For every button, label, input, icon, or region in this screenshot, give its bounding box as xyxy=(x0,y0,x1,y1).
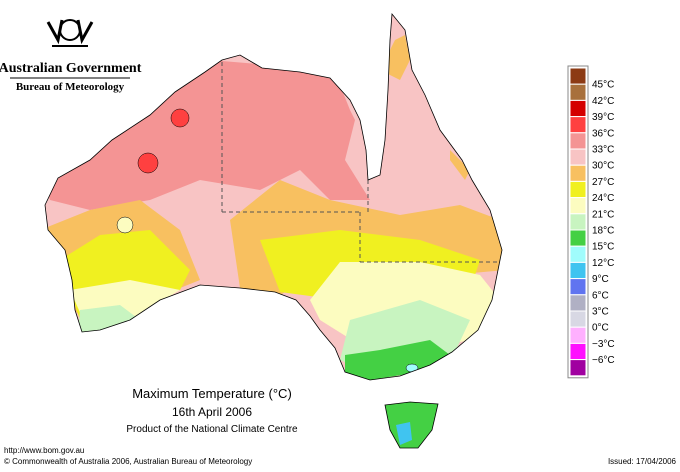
map-date: 16th April 2006 xyxy=(172,405,252,419)
legend-swatch xyxy=(569,278,587,296)
crest xyxy=(46,19,94,47)
legend-swatch xyxy=(569,197,587,215)
legend-label: 33°C xyxy=(592,145,614,156)
legend: 45°C 42°C 39°C 36°C 33°C 30°C 27°C 24°C 21°C 18°C… xyxy=(567,65,615,379)
legend-swatch xyxy=(569,359,587,377)
legend-label: 24°C xyxy=(592,193,614,204)
legend-swatch xyxy=(569,148,587,166)
legend-swatch xyxy=(569,67,587,85)
legend-swatch xyxy=(569,132,587,150)
bureau: Bureau of Meteorology xyxy=(16,81,125,93)
legend-swatch xyxy=(569,294,587,312)
legend-label: 21°C xyxy=(592,209,614,220)
legend-swatch xyxy=(569,310,587,328)
legend-label: 39°C xyxy=(592,112,614,123)
coastline xyxy=(44,12,503,381)
legend-label: −3°C xyxy=(592,339,615,350)
map-title: Maximum Temperature (°C) xyxy=(132,386,292,401)
legend-label: 18°C xyxy=(592,226,614,237)
legend-swatch xyxy=(569,213,587,231)
agency: Australian Government xyxy=(0,61,142,76)
legend-label: 6°C xyxy=(592,290,609,301)
legend-frame xyxy=(567,65,589,379)
legend-swatch xyxy=(569,83,587,101)
legend-swatch xyxy=(569,261,587,280)
legend-swatch xyxy=(569,245,587,263)
legend-swatch xyxy=(569,116,587,134)
legend-label: 45°C xyxy=(592,80,614,91)
legend-label: 3°C xyxy=(592,307,609,318)
legend-label: 0°C xyxy=(592,323,609,334)
map-product: Product of the National Climate Centre xyxy=(126,424,298,435)
copyright: © Commonwealth of Australia 2006, Austra… xyxy=(4,457,252,466)
issued: Issued: 17/04/2006 xyxy=(608,457,677,466)
mainland xyxy=(45,14,502,380)
tasmania xyxy=(384,401,439,449)
legend-label: 36°C xyxy=(592,128,614,139)
url: http://www.bom.gov.au xyxy=(4,446,84,455)
legend-label: −6°C xyxy=(592,355,615,366)
legend-swatch xyxy=(569,164,587,182)
legend-label: 30°C xyxy=(592,161,614,172)
legend-label: 9°C xyxy=(592,274,609,285)
legend-label: 15°C xyxy=(592,242,614,253)
legend-label: 42°C xyxy=(592,96,614,107)
legend-swatch xyxy=(569,99,587,118)
legend-swatch xyxy=(569,229,587,247)
legend-label: 12°C xyxy=(592,258,614,269)
legend-label: 27°C xyxy=(592,177,614,188)
legend-swatch xyxy=(569,180,587,199)
legend-swatch xyxy=(569,326,587,344)
legend-swatch xyxy=(569,342,587,361)
